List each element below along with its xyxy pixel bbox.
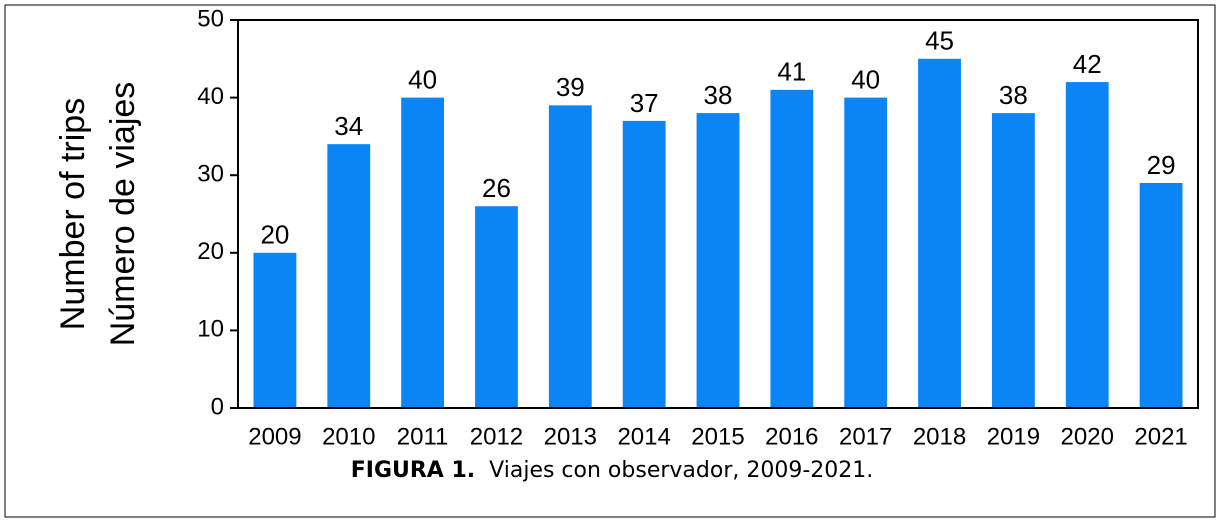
value-label: 37	[630, 88, 659, 118]
bar	[770, 89, 814, 408]
bar	[1065, 82, 1109, 408]
value-label: 38	[704, 80, 733, 110]
y-tick-label: 50	[197, 5, 224, 32]
y-tick-label: 0	[211, 393, 224, 420]
value-label: 40	[408, 64, 437, 94]
x-tick-label: 2017	[839, 423, 892, 450]
y-tick-label: 20	[197, 238, 224, 265]
bar	[918, 58, 961, 409]
value-label: 41	[777, 57, 806, 87]
bar	[475, 206, 518, 408]
y-axis-label: Número de viajes	[104, 82, 142, 347]
value-label: 42	[1073, 49, 1102, 79]
value-label: 26	[482, 173, 511, 203]
bar	[622, 120, 666, 408]
bar	[844, 97, 888, 408]
x-tick-label: 2015	[691, 423, 744, 450]
plot-frame	[237, 19, 1199, 409]
y-tick-label: 10	[197, 316, 224, 343]
x-tick-label: 2011	[397, 423, 449, 450]
x-tick-label: 2012	[470, 423, 523, 450]
x-tick-label: 2016	[765, 423, 818, 450]
y-tick-label: 30	[197, 161, 224, 188]
value-label: 38	[999, 80, 1028, 110]
value-label: 45	[925, 26, 954, 56]
y-tick-label: 40	[197, 83, 224, 110]
caption: FIGURA 1. Viajes con observador, 2009-202…	[351, 458, 874, 483]
bar	[991, 113, 1035, 409]
caption-text: Viajes con observador, 2009-2021.	[489, 458, 873, 483]
caption-label: FIGURA 1.	[351, 458, 475, 483]
y-axis-label: Number of trips	[54, 98, 92, 330]
bar	[327, 144, 371, 408]
bar	[401, 97, 445, 408]
frame	[4, 4, 1216, 518]
x-tick-label: 2020	[1061, 423, 1114, 450]
value-label: 29	[1147, 150, 1176, 180]
bar	[253, 252, 297, 408]
x-tick-label: 2019	[987, 423, 1040, 450]
bar	[696, 113, 740, 409]
x-tick-label: 2014	[617, 423, 670, 450]
x-tick-label: 2010	[322, 423, 375, 450]
value-label: 34	[334, 111, 363, 141]
value-label: 39	[556, 72, 585, 102]
value-label: 20	[260, 220, 289, 250]
x-tick-label: 2013	[544, 423, 597, 450]
bar	[1139, 182, 1183, 408]
value-label: 40	[851, 64, 880, 94]
x-tick-label: 2009	[248, 423, 301, 450]
bar	[548, 105, 592, 409]
x-tick-label: 2021	[1134, 423, 1187, 450]
x-tick-label: 2018	[913, 423, 966, 450]
